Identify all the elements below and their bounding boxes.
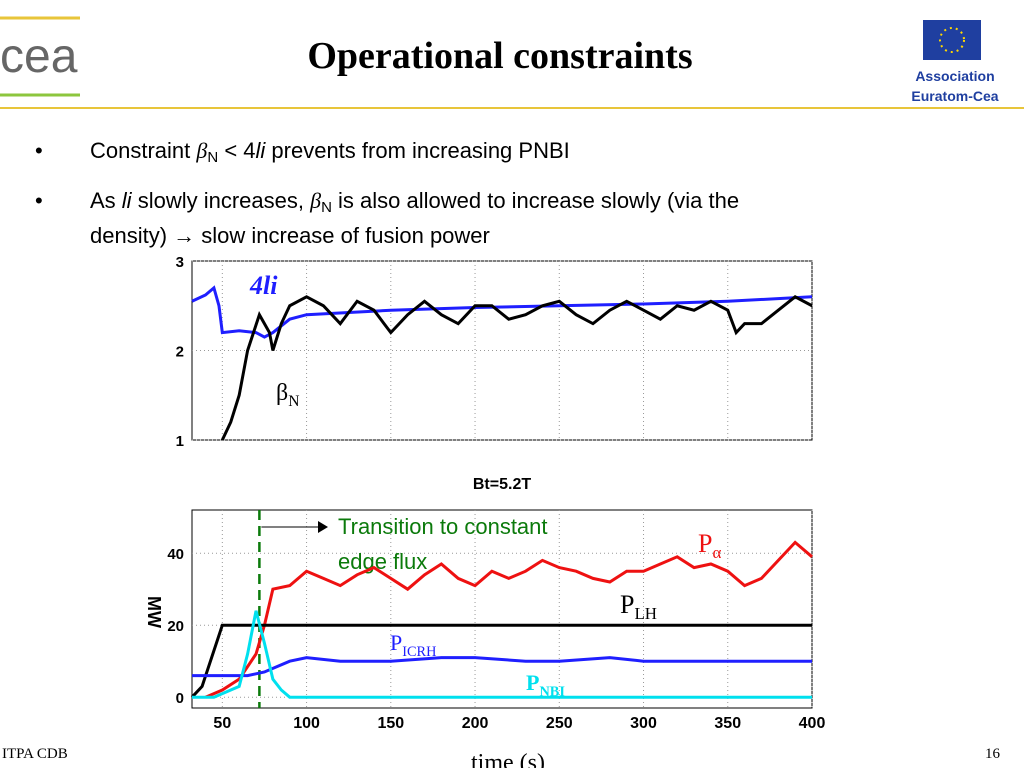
page-number: 16 (985, 746, 1001, 762)
text: N (207, 149, 218, 166)
y-tick-label: 2 (176, 344, 184, 361)
series-name: P (698, 529, 712, 558)
text: density) (90, 223, 173, 248)
x-tick-label: 50 (213, 715, 231, 732)
series-line (220, 295, 813, 441)
association: Euratom-Cea (911, 88, 998, 104)
text: → (173, 223, 195, 248)
text: slowly increases, (132, 188, 311, 213)
bullet: Constraint βN < 4li prevents from increa… (90, 138, 570, 166)
x-tick-label: 400 (799, 715, 826, 732)
annotation-text: Transition to constant (338, 514, 548, 539)
bullet-dot: • (35, 138, 43, 163)
series-name: 4li (249, 271, 278, 300)
x-tick-label: 250 (546, 715, 573, 732)
x-tick-label: 300 (630, 715, 657, 732)
text: li (122, 188, 133, 213)
series-line (191, 285, 813, 339)
series-label: 4li (249, 271, 278, 300)
series-name: P (620, 590, 634, 619)
series-label: PICRH (390, 630, 436, 660)
y-tick-label: 40 (167, 546, 184, 563)
series-line (190, 623, 812, 699)
bullet-dot: • (35, 188, 43, 213)
bullet: density) → slow increase of fusion power (90, 223, 490, 248)
plot-area (191, 509, 813, 709)
series-name-sub: LH (634, 604, 657, 623)
text: prevents from increasing PNBI (265, 138, 569, 163)
text: li (256, 138, 267, 163)
bullet: As li slowly increases, βN is also allow… (90, 188, 739, 216)
eu-stars (939, 27, 965, 53)
x-tick-label: 150 (377, 715, 404, 732)
logo: cea (0, 30, 78, 83)
series-name: β (276, 380, 288, 406)
text: As (90, 188, 122, 213)
series-name: P (390, 630, 402, 655)
x-tick-label: 350 (714, 715, 741, 732)
text: N (321, 199, 332, 216)
x-tick-label: 200 (462, 715, 489, 732)
series-label: PNBI (526, 670, 565, 700)
series-name-sub: NBI (539, 684, 565, 700)
x-tick-label: 100 (293, 715, 320, 732)
series-line (204, 540, 813, 699)
x-axis-label: time (s) (471, 750, 545, 768)
text: slow increase of fusion power (195, 223, 490, 248)
title: Operational constraints (307, 35, 692, 77)
text: < 4 (218, 138, 255, 163)
arrow-head (318, 521, 328, 533)
y-tick-label: 1 (176, 433, 184, 450)
y-tick-label: 20 (167, 618, 184, 635)
series-name-sub: ICRH (402, 644, 436, 660)
series-name: P (526, 670, 539, 695)
series-line (192, 610, 812, 699)
y-axis-label: MW (144, 596, 164, 628)
text: β (195, 138, 207, 163)
series-label: PLH (620, 590, 657, 623)
text: Constraint (90, 138, 196, 163)
series-name-sub: α (712, 543, 721, 562)
charts: 1 2 3 4li βN 0 20 40 50 100 150 200 250 300 350 400 Tran… (144, 254, 826, 773)
y-tick-label: 0 (176, 690, 184, 707)
series-name-sub: N (288, 393, 299, 410)
eu-flag (923, 20, 981, 60)
series-label: Pα (698, 529, 721, 562)
y-tick-label: 3 (176, 254, 184, 271)
chart-title: Bt=5.2T (473, 476, 531, 493)
series-label: βN (276, 380, 299, 410)
footer: ITPA CDB (2, 746, 68, 762)
text: β (309, 188, 321, 213)
annotation-text: edge flux (338, 549, 427, 574)
association: Association (915, 68, 994, 84)
text: is also allowed to increase slowly (via … (332, 188, 739, 213)
